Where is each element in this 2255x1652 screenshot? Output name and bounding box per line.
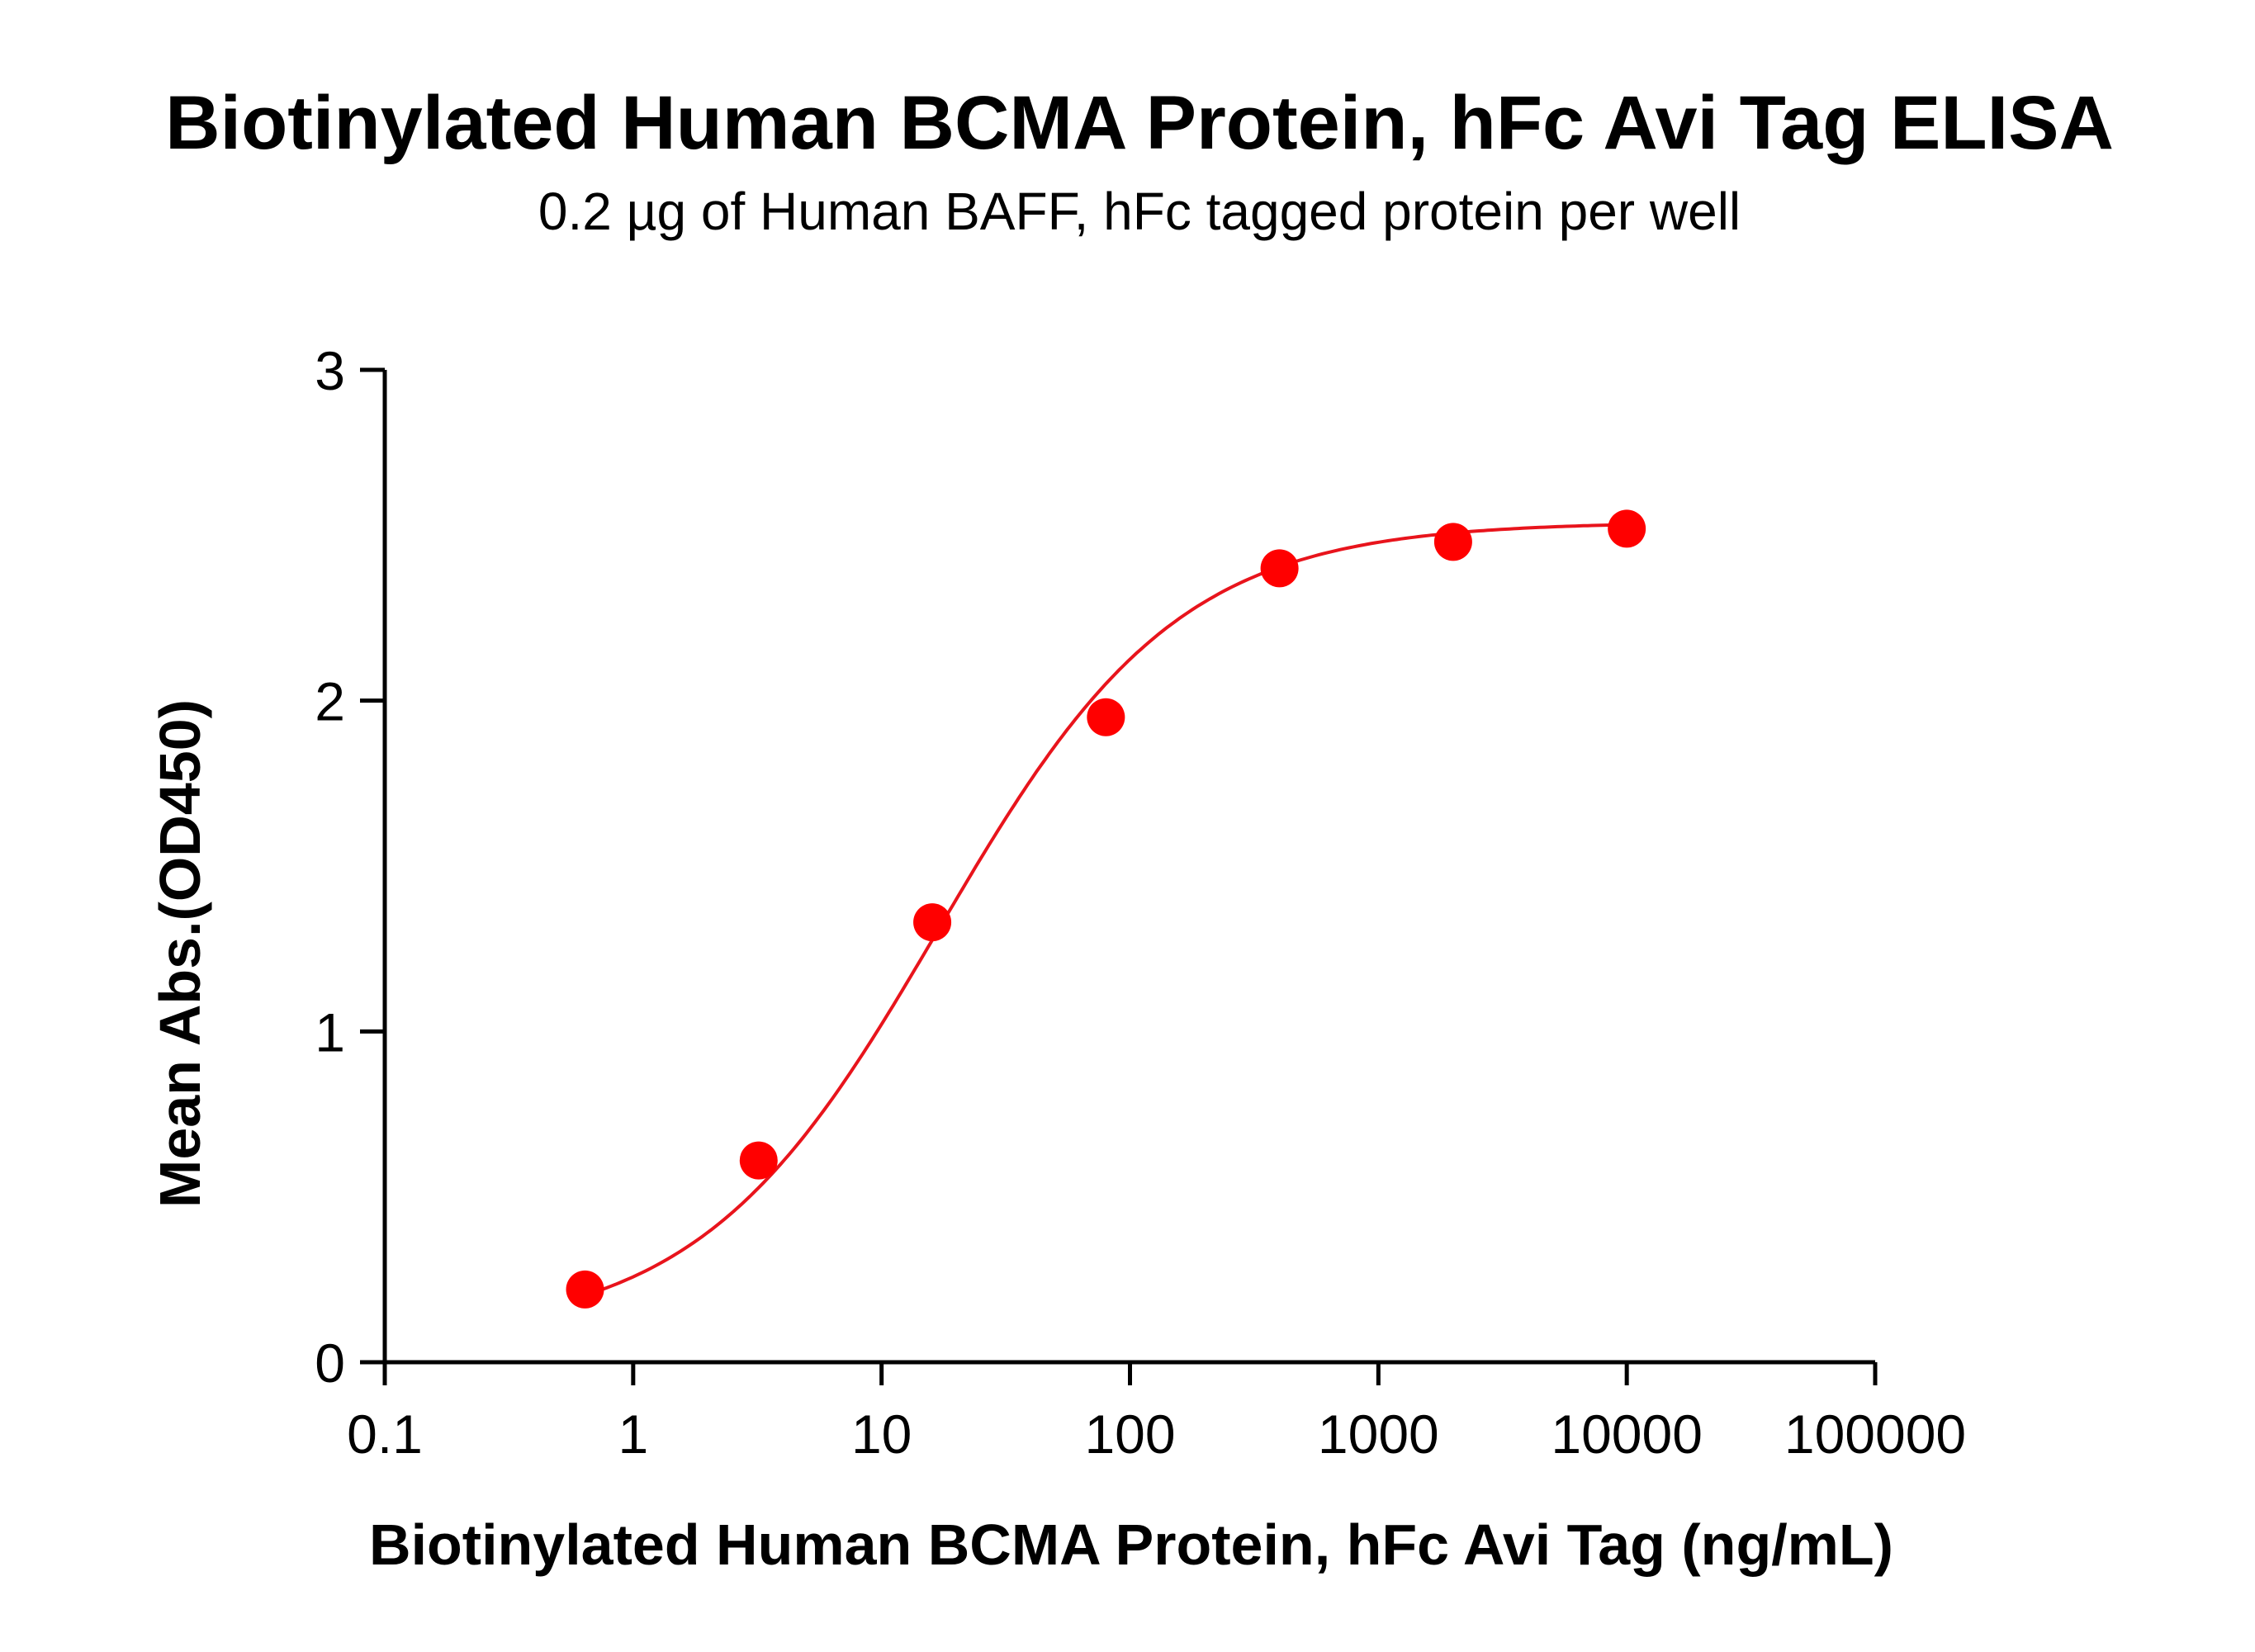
data-points-layer [566,509,1646,1309]
data-point [739,1141,778,1180]
y-tick-label: 2 [315,671,345,732]
x-tick-label: 10 [851,1403,912,1465]
data-point [1608,509,1646,548]
fit-curve [584,523,1627,1297]
x-tick-label: 100 [1084,1403,1175,1465]
data-point [1433,523,1472,561]
data-point [913,903,952,942]
y-tick-label: 1 [315,1001,345,1063]
x-axis-title: Biotinylated Human BCMA Protein, hFc Avi… [369,1512,1893,1577]
chart-title: Biotinylated Human BCMA Protein, hFc Avi… [165,81,2114,165]
data-point [566,1270,604,1309]
x-tick-label: 1000 [1318,1403,1439,1465]
y-tick-label: 0 [315,1332,345,1394]
axes: 0.1 1 10 100 1000 10000 100000 0 1 2 3 [315,340,1966,1465]
x-tick-label: 1 [618,1403,648,1465]
y-tick-label: 3 [315,340,345,401]
x-tick-label: 100000 [1784,1403,1966,1465]
data-point [1260,549,1299,588]
y-axis-title: Mean Abs.(OD450) [148,699,212,1208]
fit-curve-layer [584,523,1627,1297]
x-tick-label: 10000 [1551,1403,1703,1465]
data-point [1087,698,1125,736]
x-tick-label: 0.1 [347,1403,423,1465]
chart-subtitle: 0.2 µg of Human BAFF, hFc tagged protein… [538,182,1741,241]
